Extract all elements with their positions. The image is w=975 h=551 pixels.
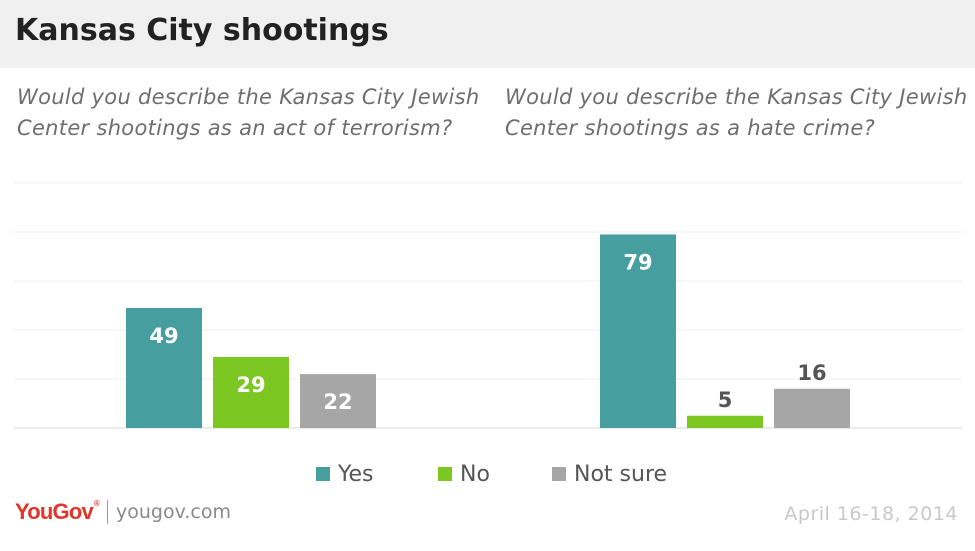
data-label-hate-crime-no: 5	[718, 388, 733, 412]
data-label-hate-crime-not-sure: 16	[797, 361, 826, 385]
data-label-terrorism-not-sure: 22	[323, 390, 352, 414]
yougov-logo: YouGov®	[15, 499, 100, 524]
bar-terrorism-no	[213, 356, 289, 428]
data-label-terrorism-yes: 49	[149, 324, 178, 348]
legend: Yes No Not sure	[0, 460, 975, 488]
bar-hate-crime-yes	[600, 234, 676, 428]
legend-label-no: No	[460, 461, 490, 487]
legend-label-not-sure: Not sure	[574, 461, 668, 487]
legend-item-no: No	[438, 460, 490, 488]
bar-chart: 49 29 22 79 5 16	[14, 182, 962, 429]
legend-item-not-sure: Not sure	[552, 460, 667, 488]
brand: YouGov® yougov.com	[15, 498, 231, 526]
page-title: Kansas City shootings	[15, 13, 389, 48]
header-bar: Kansas City shootings	[0, 0, 975, 68]
legend-swatch-yes	[316, 467, 330, 481]
question-hate-crime: Would you describe the Kansas City Jewis…	[505, 85, 968, 140]
site-link[interactable]: yougov.com	[116, 501, 231, 523]
legend-label-yes: Yes	[338, 461, 374, 487]
legend-item-yes: Yes	[316, 460, 374, 488]
legend-swatch-no	[438, 467, 452, 481]
bar-hate-crime-not-sure	[774, 388, 850, 428]
bar-hate-crime-no	[687, 415, 763, 428]
bar-terrorism-not-sure	[300, 374, 376, 428]
question-terrorism: Would you describe the Kansas City Jewis…	[17, 85, 480, 140]
legend-swatch-not-sure	[552, 467, 566, 481]
bar-terrorism-yes	[126, 307, 202, 428]
brand-divider	[107, 500, 109, 524]
data-label-hate-crime-yes: 79	[623, 250, 652, 274]
data-label-terrorism-no: 29	[236, 373, 265, 397]
survey-date: April 16-18, 2014	[784, 503, 958, 525]
